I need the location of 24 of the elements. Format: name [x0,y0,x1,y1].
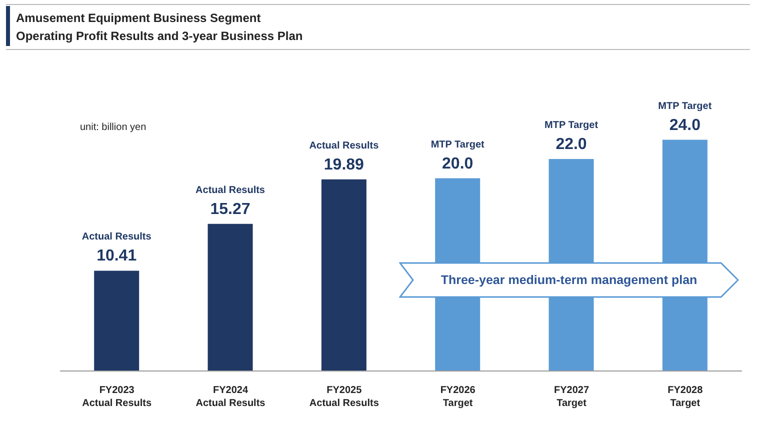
annotation: Actual Results [309,140,380,152]
bar [208,224,253,371]
data-label: 19.89 [324,156,364,174]
bar [94,270,140,371]
x-tick-label: FY2028 Target [668,385,704,409]
annotation: Actual Results [196,184,266,196]
annotation: Actual Results [82,232,152,243]
data-label: 20.0 [442,155,474,172]
bar [321,179,366,371]
data-label: 24.0 [669,116,701,134]
x-tick-label: FY2023 Actual Results [82,385,152,409]
x-tick-label: FY2024 Actual Results [196,385,266,409]
chart-subtitle: Operating Profit Results and 3-year Business Plan [16,28,303,45]
text: unit: billion yen [80,122,146,133]
chart-title: Amusement Equipment Business Segment [16,10,262,27]
data-label: 22.0 [556,136,587,154]
annotation: MTP Target [658,100,712,112]
annotation: MTP Target [430,139,486,150]
annotation: MTP Target [544,120,599,132]
x-tick-label: FY2027 Target [554,385,590,409]
x-tick-label: FY2025 Actual Results [309,385,380,409]
data-label: 10.41 [96,248,137,265]
data-label: 15.27 [210,200,250,218]
x-tick-label: FY2026 Target [440,385,476,409]
